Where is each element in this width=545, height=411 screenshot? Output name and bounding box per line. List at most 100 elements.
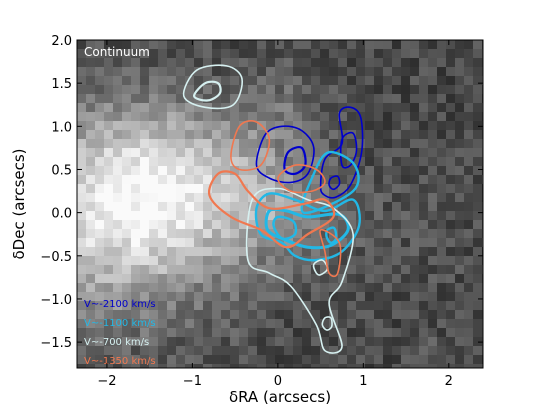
image-pixel xyxy=(464,247,473,256)
image-pixel xyxy=(428,121,437,130)
image-pixel xyxy=(149,139,158,148)
image-pixel xyxy=(437,256,446,265)
image-pixel xyxy=(392,40,401,49)
image-pixel xyxy=(113,67,122,76)
image-pixel xyxy=(311,301,320,310)
image-pixel xyxy=(392,148,401,157)
image-pixel xyxy=(140,130,149,139)
image-pixel xyxy=(437,319,446,328)
image-pixel xyxy=(464,346,473,355)
image-pixel xyxy=(176,157,185,166)
image-pixel xyxy=(212,130,221,139)
image-pixel xyxy=(185,184,194,193)
image-pixel xyxy=(329,274,338,283)
image-pixel xyxy=(149,202,158,211)
image-pixel xyxy=(266,274,275,283)
image-pixel xyxy=(176,355,185,364)
image-pixel xyxy=(374,247,383,256)
image-pixel xyxy=(356,202,365,211)
image-pixel xyxy=(266,337,275,346)
image-pixel xyxy=(194,355,203,364)
image-pixel xyxy=(329,229,338,238)
image-pixel xyxy=(149,265,158,274)
image-pixel xyxy=(266,238,275,247)
image-pixel xyxy=(329,256,338,265)
image-pixel xyxy=(410,346,419,355)
image-pixel xyxy=(374,157,383,166)
image-pixel xyxy=(329,130,338,139)
image-pixel xyxy=(392,94,401,103)
image-pixel xyxy=(257,166,266,175)
image-pixel xyxy=(302,283,311,292)
image-pixel xyxy=(167,103,176,112)
image-pixel xyxy=(230,49,239,58)
image-pixel xyxy=(194,148,203,157)
image-pixel xyxy=(293,130,302,139)
image-pixel xyxy=(383,274,392,283)
image-pixel xyxy=(176,193,185,202)
image-pixel xyxy=(212,157,221,166)
image-pixel xyxy=(383,301,392,310)
image-pixel xyxy=(455,265,464,274)
image-pixel xyxy=(419,202,428,211)
image-pixel xyxy=(257,256,266,265)
image-pixel xyxy=(446,166,455,175)
image-pixel xyxy=(284,364,293,368)
image-pixel xyxy=(374,211,383,220)
image-pixel xyxy=(275,148,284,157)
image-pixel xyxy=(104,346,113,355)
image-pixel xyxy=(239,202,248,211)
image-pixel xyxy=(338,283,347,292)
image-pixel xyxy=(410,166,419,175)
image-pixel xyxy=(302,301,311,310)
image-pixel xyxy=(158,328,167,337)
image-pixel xyxy=(284,256,293,265)
image-pixel xyxy=(311,148,320,157)
image-pixel xyxy=(185,67,194,76)
image-pixel xyxy=(239,328,248,337)
image-pixel xyxy=(221,346,230,355)
image-pixel xyxy=(401,265,410,274)
y-axis-ticks: −1.5−1.0−0.50.00.51.01.52.0 xyxy=(40,34,483,351)
image-pixel xyxy=(428,247,437,256)
image-pixel xyxy=(356,364,365,368)
image-pixel xyxy=(275,193,284,202)
image-pixel xyxy=(230,40,239,49)
image-pixel xyxy=(410,67,419,76)
image-pixel xyxy=(257,202,266,211)
image-pixel xyxy=(311,202,320,211)
image-pixel xyxy=(77,121,86,130)
image-pixel xyxy=(194,49,203,58)
image-pixel xyxy=(239,157,248,166)
image-pixel xyxy=(149,49,158,58)
image-pixel xyxy=(374,346,383,355)
image-pixel xyxy=(212,301,221,310)
image-pixel xyxy=(464,76,473,85)
image-pixel xyxy=(437,247,446,256)
image-pixel xyxy=(140,301,149,310)
image-pixel xyxy=(140,328,149,337)
image-pixel xyxy=(275,202,284,211)
image-pixel xyxy=(203,238,212,247)
image-pixel xyxy=(131,346,140,355)
image-pixel xyxy=(131,274,140,283)
image-pixel xyxy=(446,175,455,184)
image-pixel xyxy=(185,364,194,368)
image-pixel xyxy=(365,265,374,274)
image-pixel xyxy=(455,292,464,301)
image-pixel xyxy=(437,40,446,49)
image-pixel xyxy=(230,238,239,247)
image-pixel xyxy=(455,130,464,139)
image-pixel xyxy=(158,355,167,364)
image-pixel xyxy=(266,283,275,292)
image-pixel xyxy=(293,40,302,49)
image-pixel xyxy=(455,40,464,49)
image-pixel xyxy=(302,364,311,368)
image-pixel xyxy=(275,67,284,76)
image-pixel xyxy=(86,121,95,130)
image-pixel xyxy=(284,283,293,292)
image-pixel xyxy=(374,76,383,85)
image-pixel xyxy=(320,265,329,274)
image-pixel xyxy=(437,274,446,283)
image-pixel xyxy=(95,58,104,67)
